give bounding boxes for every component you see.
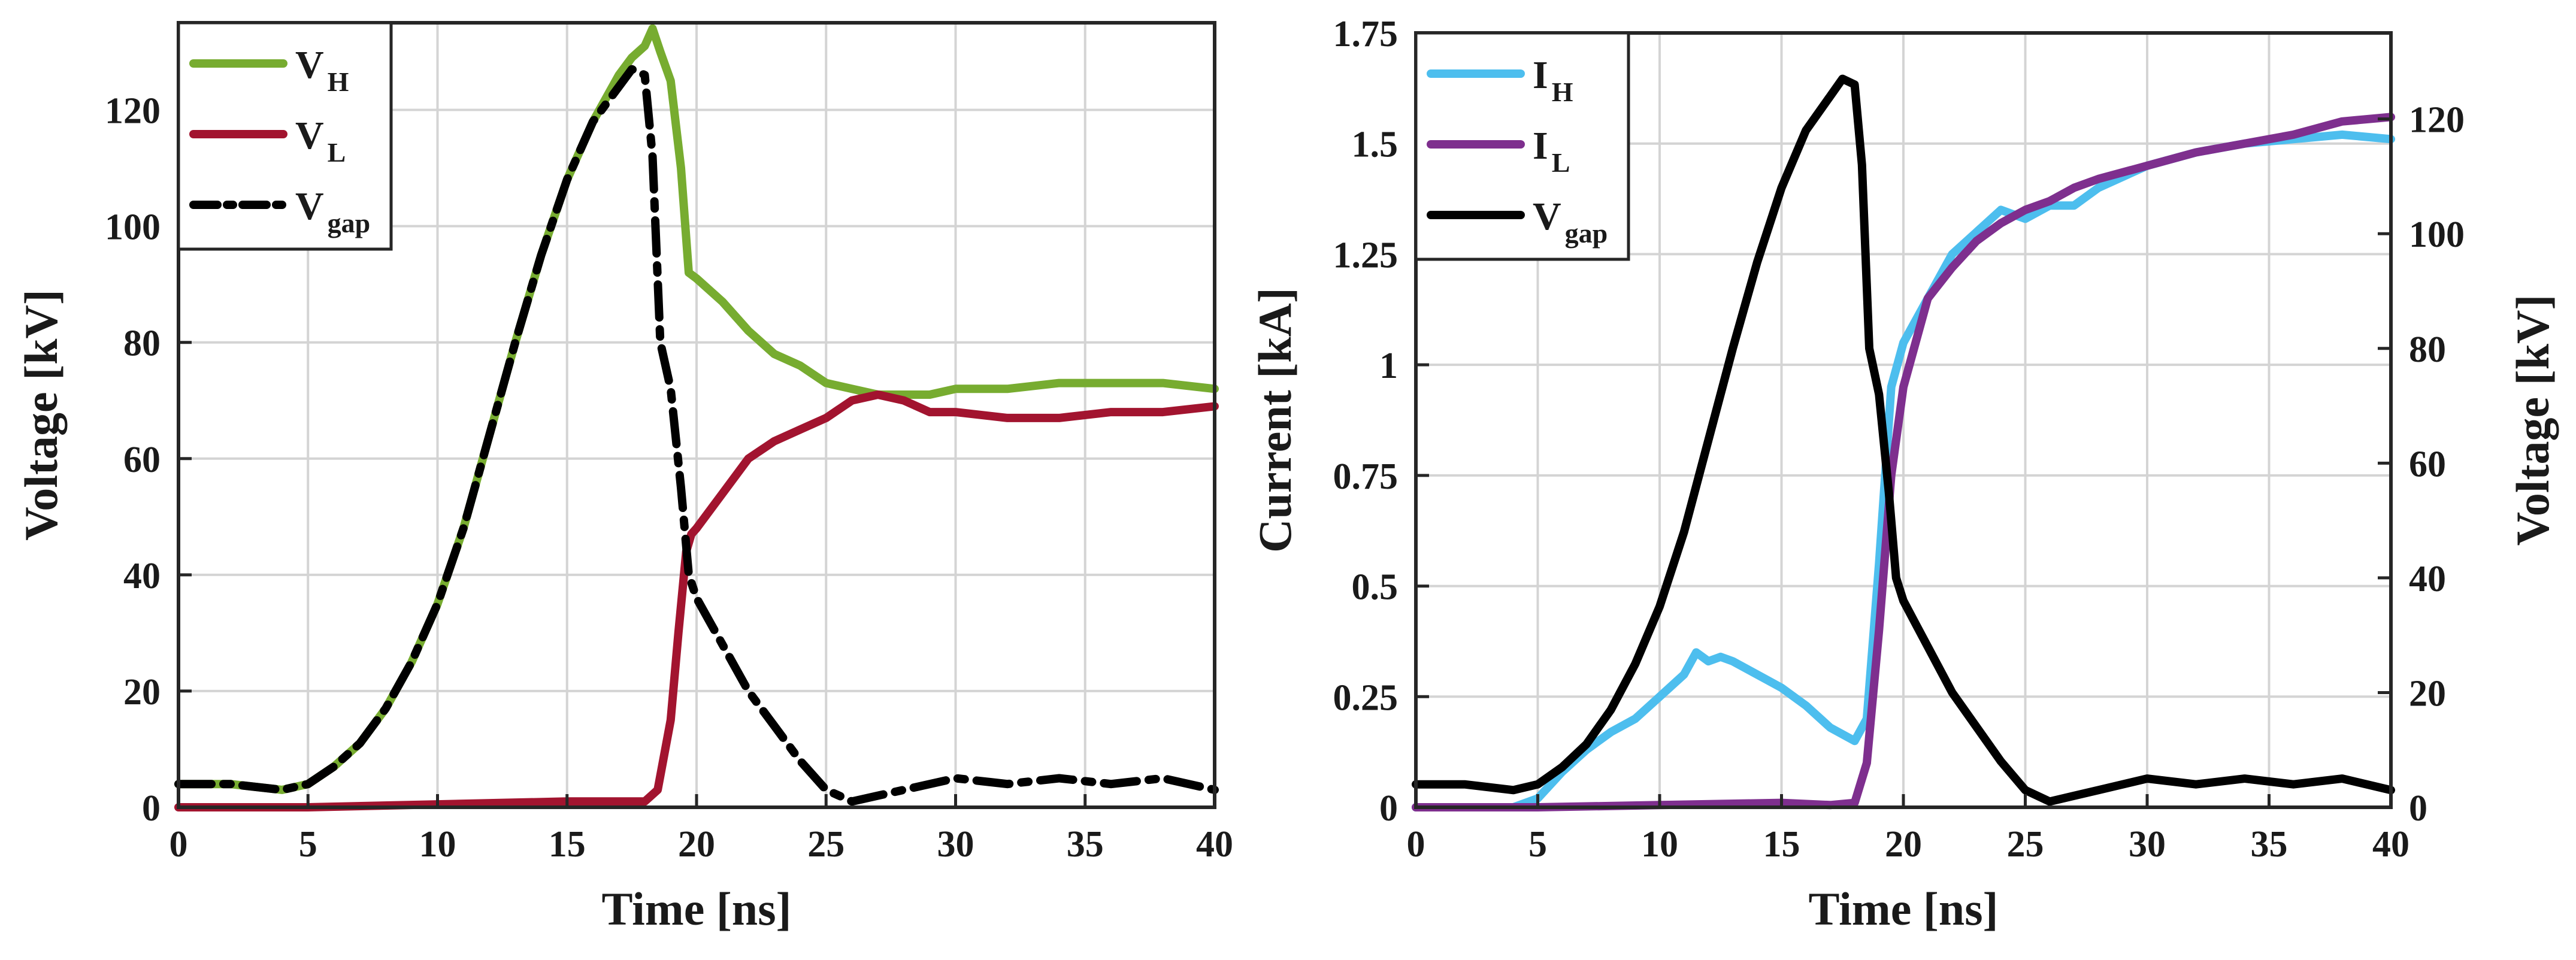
y-right-tick-label: 120 — [2409, 100, 2465, 141]
x-tick-label: 40 — [2372, 824, 2409, 865]
y-right-tick-label: 80 — [2409, 329, 2446, 370]
y-right-tick-label: 20 — [2409, 673, 2446, 714]
y-tick-label: 60 — [123, 440, 161, 480]
x-axis-label: Time [ns] — [1808, 883, 1998, 935]
y-tick-label: 0.25 — [1333, 677, 1399, 718]
y-right-axis-label: Voltage [kV] — [2507, 295, 2559, 546]
y-right-tick-label: 100 — [2409, 214, 2465, 255]
y-axis-label: Voltage [kV] — [15, 289, 67, 541]
x-tick-label: 30 — [937, 824, 974, 865]
x-tick-label: 30 — [2129, 824, 2166, 865]
series-line-right-v_gap — [1412, 74, 2395, 806]
chart-left: 0 5 10 15 20 25 30 35 40 0 20 40 60 80 100 120 Time [ns]… — [15, 21, 1233, 935]
x-tick-label: 35 — [1067, 824, 1104, 865]
series-line-left-v_l — [174, 390, 1219, 811]
y-axis-label: Current [kA] — [1249, 287, 1301, 553]
x-tick-label: 25 — [807, 824, 844, 865]
x-tick-label: 0 — [1407, 824, 1425, 865]
series-line-right-i_l — [1412, 113, 2395, 811]
series-line-right-i_h — [1412, 130, 2395, 811]
y-tick-label: 80 — [123, 323, 161, 364]
y-tick-label: 0.5 — [1352, 567, 1399, 608]
y-tick-label: 120 — [105, 91, 161, 132]
x-tick-label: 20 — [678, 824, 715, 865]
x-tick-label: 35 — [2251, 824, 2288, 865]
x-tick-label: 0 — [169, 824, 188, 865]
x-tick-label: 25 — [2007, 824, 2044, 865]
x-tick-label: 5 — [299, 824, 317, 865]
y-right-tick-label: 0 — [2409, 788, 2427, 829]
x-tick-label: 40 — [1196, 824, 1233, 865]
y-tick-label: 40 — [123, 556, 161, 596]
chart-right: 0 5 10 15 20 25 30 35 4000.250.50.7511.251.51.75… — [1249, 14, 2559, 935]
x-axis-label: Time [ns] — [601, 883, 791, 935]
y-right-tick-label: 60 — [2409, 444, 2446, 484]
y-tick-label: 0.75 — [1333, 456, 1399, 497]
legend-left: V H V L V gap — [177, 21, 393, 251]
x-tick-label: 20 — [1885, 824, 1922, 865]
x-tick-label: 5 — [1528, 824, 1547, 865]
y-tick-label: 1.75 — [1333, 14, 1399, 54]
y-tick-label: 100 — [105, 207, 161, 248]
y-tick-label: 1 — [1379, 346, 1398, 386]
x-tick-label: 15 — [549, 824, 586, 865]
series-line-left-v_gap — [174, 65, 1219, 806]
y-tick-label: 1.5 — [1352, 125, 1399, 165]
x-tick-label: 15 — [1763, 824, 1800, 865]
y-tick-label: 0 — [142, 788, 161, 829]
y-right-tick-label: 40 — [2409, 559, 2446, 599]
y-tick-label: 0 — [1379, 788, 1398, 829]
y-tick-label: 20 — [123, 672, 161, 713]
y-tick-label: 1.25 — [1333, 235, 1399, 275]
x-tick-label: 10 — [419, 824, 456, 865]
x-tick-label: 10 — [1641, 824, 1678, 865]
legend-right: I H I L V gap — [1414, 31, 1630, 261]
